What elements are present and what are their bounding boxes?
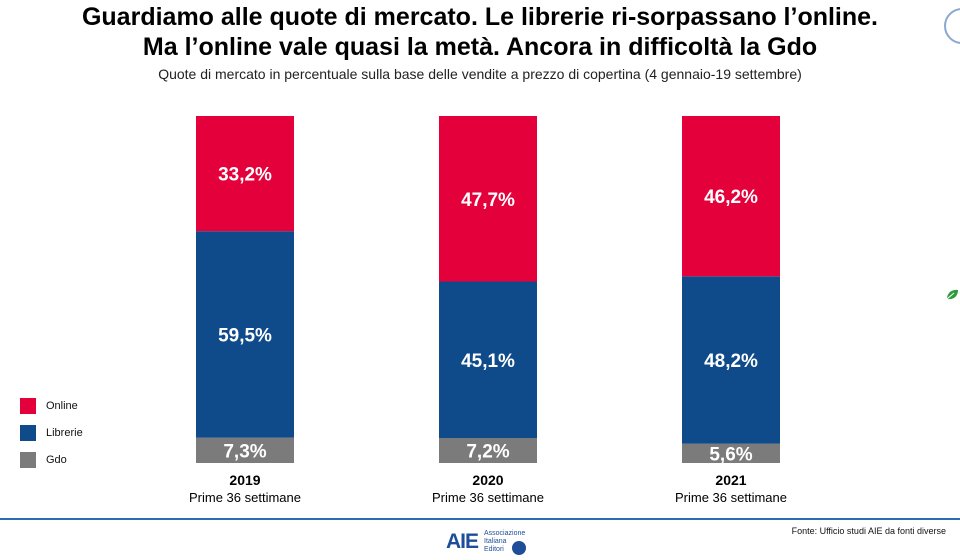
source-note: Fonte: Ufficio studi AIE da fonti divers… [791, 526, 946, 536]
legend-item-gdo: Gdo [20, 452, 83, 468]
chart-title: Guardiamo alle quote di mercato. Le libr… [0, 2, 960, 62]
category-label-2021: 2021 [715, 472, 746, 488]
legend-swatch-online [20, 398, 36, 414]
legend-label-gdo: Gdo [46, 454, 67, 466]
bar-gdo-2019 [196, 437, 294, 463]
legend-item-librerie: Librerie [20, 425, 83, 441]
logo-association-name: Associazione Italiana Editori [484, 530, 530, 554]
data-label-gdo-2021: 5,6% [709, 444, 752, 465]
data-label-librerie-2019: 59,5% [218, 325, 272, 346]
logo-aie-text: AIE [446, 530, 479, 553]
logo-name-line-1: Associazione [484, 530, 526, 537]
legend-item-online: Online [20, 398, 83, 414]
bar-librerie-2019 [196, 231, 294, 438]
data-label-online-2020: 47,7% [461, 190, 515, 211]
data-label-online-2021: 46,2% [704, 187, 758, 208]
legend-label-librerie: Librerie [46, 427, 83, 439]
category-sublabel-2021: Prime 36 settimane [675, 490, 787, 505]
legend: Online Librerie Gdo [20, 398, 83, 479]
bar-online-2020 [439, 116, 537, 282]
bar-online-2019 [196, 116, 294, 232]
category-sublabel-2019: Prime 36 settimane [189, 490, 301, 505]
bar-librerie-2021 [682, 276, 780, 444]
bar-gdo-2020 [439, 438, 537, 463]
legend-label-online: Online [46, 400, 78, 412]
title-line-1: Guardiamo alle quote di mercato. Le libr… [81, 3, 879, 31]
legend-swatch-gdo [20, 452, 36, 468]
data-label-online-2019: 33,2% [218, 165, 272, 186]
logo-name-line-2: Italiana [484, 538, 507, 545]
data-label-librerie-2021: 48,2% [704, 351, 758, 372]
footer-divider [0, 518, 960, 520]
data-label-gdo-2020: 7,2% [466, 442, 509, 463]
bar-online-2021 [682, 116, 780, 277]
bar-gdo-2021 [682, 443, 780, 463]
logo-badge-icon [512, 541, 526, 555]
legend-swatch-librerie [20, 425, 36, 441]
aie-logo: AIE Associazione Italiana Editori [446, 527, 536, 557]
category-label-2020: 2020 [472, 472, 503, 488]
data-label-gdo-2019: 7,3% [223, 441, 266, 462]
title-line-2: Ma l’online vale quasi la metà. Ancora i… [142, 33, 818, 61]
category-sublabel-2020: Prime 36 settimane [432, 490, 544, 505]
bar-librerie-2020 [439, 281, 537, 439]
logo-name-line-3: Editori [484, 546, 504, 553]
data-label-librerie-2020: 45,1% [461, 351, 515, 372]
chart-subtitle: Quote di mercato in percentuale sulla ba… [158, 66, 802, 82]
category-label-2019: 2019 [229, 472, 260, 488]
leaf-icon [946, 289, 958, 300]
